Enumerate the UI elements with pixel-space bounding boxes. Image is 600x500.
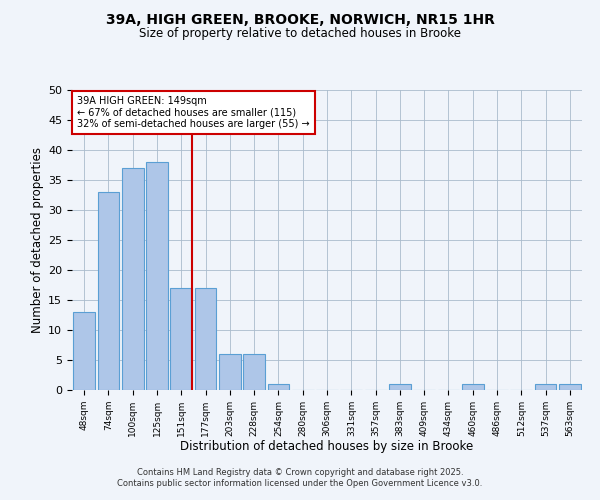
Bar [219,354,241,390]
Y-axis label: Number of detached properties: Number of detached properties [31,147,44,333]
Bar [73,312,95,390]
Bar [170,288,192,390]
Text: 39A HIGH GREEN: 149sqm
← 67% of detached houses are smaller (115)
32% of semi-de: 39A HIGH GREEN: 149sqm ← 67% of detached… [77,96,310,129]
Bar [559,384,581,390]
Bar [97,192,119,390]
Bar [268,384,289,390]
Text: 39A, HIGH GREEN, BROOKE, NORWICH, NR15 1HR: 39A, HIGH GREEN, BROOKE, NORWICH, NR15 1… [106,12,494,26]
Bar [194,288,217,390]
Text: Size of property relative to detached houses in Brooke: Size of property relative to detached ho… [139,28,461,40]
Bar [146,162,168,390]
X-axis label: Distribution of detached houses by size in Brooke: Distribution of detached houses by size … [181,440,473,454]
Bar [243,354,265,390]
Bar [462,384,484,390]
Bar [122,168,143,390]
Bar [535,384,556,390]
Bar [389,384,411,390]
Text: Contains HM Land Registry data © Crown copyright and database right 2025.
Contai: Contains HM Land Registry data © Crown c… [118,468,482,487]
